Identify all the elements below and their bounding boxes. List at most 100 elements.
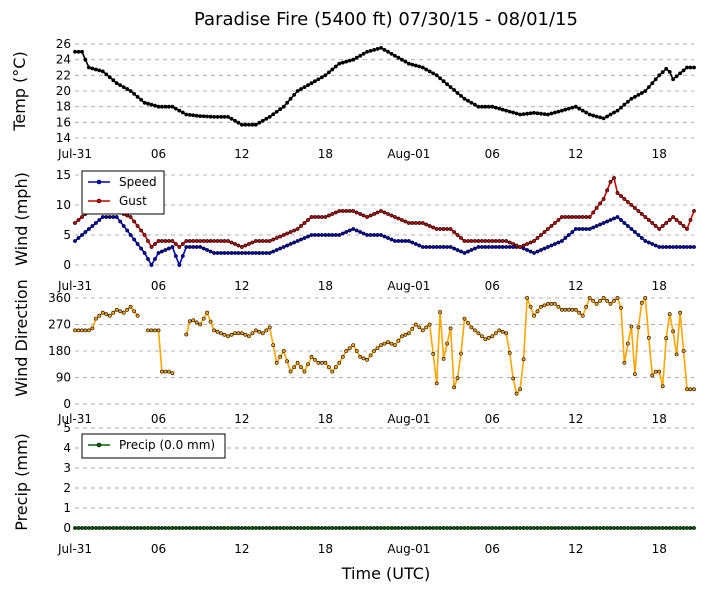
data-point	[514, 391, 519, 396]
data-point	[111, 526, 116, 530]
data-point	[264, 239, 269, 243]
data-point	[413, 221, 418, 225]
data-point	[281, 349, 286, 353]
data-point	[448, 245, 453, 249]
data-point	[104, 526, 109, 530]
data-point	[406, 61, 411, 66]
data-point	[139, 246, 144, 251]
data-point	[73, 239, 77, 243]
data-point	[278, 354, 283, 359]
data-point	[344, 349, 349, 353]
data-point	[271, 112, 276, 117]
data-point	[657, 245, 662, 249]
data-point	[469, 325, 474, 330]
data-point	[674, 245, 679, 249]
data-point	[497, 526, 502, 530]
data-point	[399, 334, 404, 339]
data-point	[420, 526, 425, 530]
data-point	[201, 246, 206, 251]
data-point	[302, 221, 307, 225]
data-point	[500, 526, 505, 530]
data-point	[549, 301, 554, 306]
x-tick-label: Aug-01	[387, 542, 430, 556]
data-point	[239, 331, 244, 336]
data-point	[455, 91, 460, 95]
data-point	[358, 212, 363, 216]
data-point	[396, 216, 401, 221]
data-point	[229, 116, 234, 121]
data-point	[243, 332, 248, 337]
legend-marker	[96, 179, 102, 185]
data-point	[605, 298, 610, 303]
data-point	[257, 120, 262, 125]
data-point	[271, 249, 276, 254]
data-point	[608, 179, 613, 184]
data-point	[434, 526, 439, 530]
data-point	[191, 526, 196, 530]
data-point	[233, 331, 237, 336]
data-point	[184, 112, 189, 117]
data-point	[500, 239, 505, 243]
data-point	[274, 248, 279, 252]
y-tick-label: 0	[63, 397, 71, 411]
data-point	[159, 239, 164, 243]
data-point	[351, 526, 356, 530]
data-point	[222, 239, 227, 243]
data-point	[528, 240, 533, 245]
data-point	[639, 91, 644, 95]
data-point	[553, 242, 557, 246]
data-point	[173, 106, 178, 111]
data-point	[692, 65, 696, 70]
legend: Precip (0.0 mm)	[81, 433, 226, 459]
data-point	[553, 301, 557, 306]
data-point	[459, 351, 463, 356]
data-point	[295, 89, 300, 93]
data-point	[226, 334, 230, 339]
data-point	[281, 245, 286, 249]
data-point	[250, 331, 255, 336]
data-point	[406, 239, 411, 243]
data-point	[170, 239, 175, 243]
data-point	[626, 200, 630, 204]
data-point	[692, 245, 696, 249]
data-point	[472, 526, 477, 530]
data-point	[257, 329, 262, 334]
data-point	[146, 328, 150, 333]
data-point	[260, 118, 265, 123]
data-point	[685, 227, 689, 231]
data-point	[323, 215, 328, 219]
data-point	[493, 105, 498, 110]
data-point	[73, 526, 77, 530]
data-point	[660, 384, 665, 389]
data-point	[292, 240, 297, 245]
data-point	[448, 526, 453, 530]
data-point	[128, 89, 133, 93]
data-point	[166, 239, 171, 243]
data-point	[539, 248, 543, 252]
data-point	[358, 53, 363, 58]
data-point	[191, 318, 196, 323]
data-point	[431, 71, 436, 76]
data-point	[386, 236, 390, 240]
data-point	[598, 298, 603, 303]
data-point	[570, 230, 575, 234]
data-point	[685, 387, 689, 392]
data-point	[80, 215, 84, 219]
data-point	[292, 365, 297, 370]
data-point	[566, 526, 571, 530]
data-point	[688, 245, 693, 249]
data-point	[222, 115, 227, 119]
data-point	[354, 349, 359, 353]
data-point	[121, 310, 126, 315]
data-point	[173, 526, 178, 530]
data-point	[591, 526, 596, 530]
data-point	[566, 307, 571, 312]
data-point	[146, 239, 150, 243]
data-point	[678, 221, 683, 225]
data-point	[243, 251, 248, 255]
data-point	[389, 51, 394, 56]
data-point	[518, 526, 523, 530]
data-point	[316, 77, 321, 82]
data-point	[535, 526, 540, 530]
data-point	[678, 245, 683, 249]
